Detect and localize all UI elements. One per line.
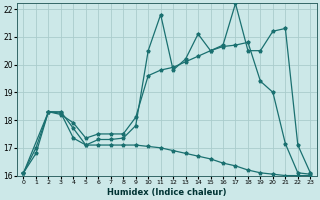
X-axis label: Humidex (Indice chaleur): Humidex (Indice chaleur) [107,188,227,197]
